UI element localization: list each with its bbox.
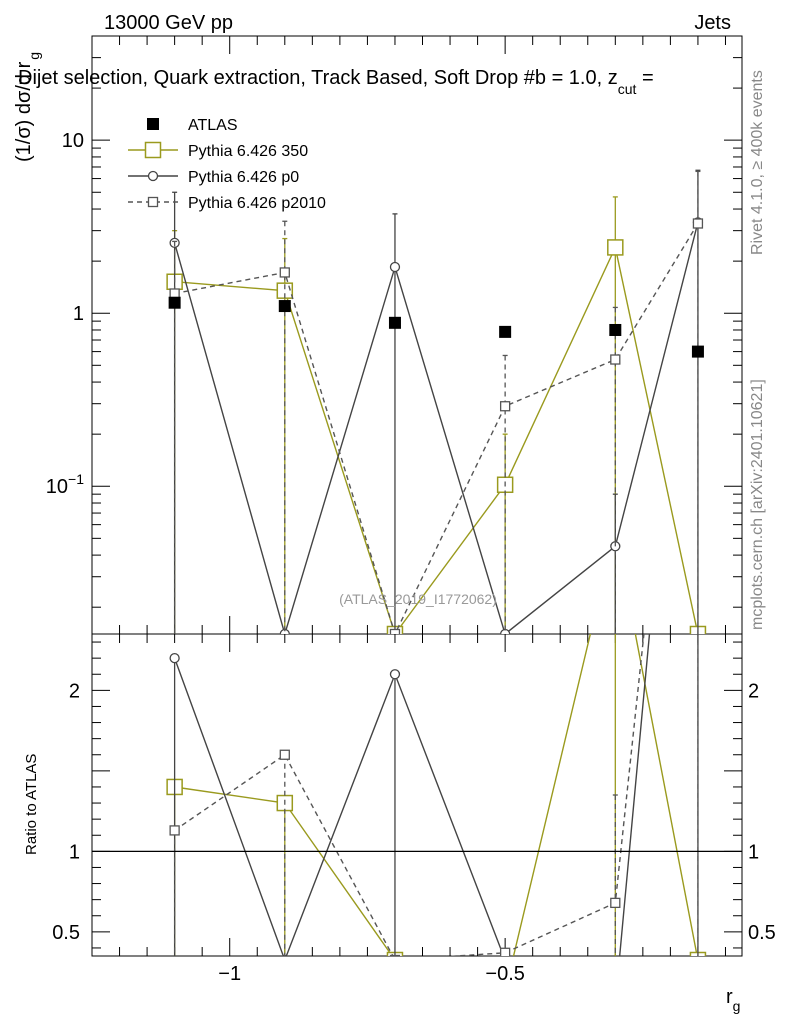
- main-atlas-point: [278, 300, 291, 313]
- ratio-y-axis-title: Ratio to ATLAS: [23, 754, 40, 855]
- ratio-p0-point: [611, 999, 620, 1008]
- x-axis-title-text: r: [726, 986, 733, 1008]
- ratio-p2010-point: [693, 122, 702, 131]
- legend-label-py350: Pythia 6.426 350: [188, 143, 308, 160]
- main-y-tick-label: 10: [62, 130, 84, 152]
- main-y-axis-title: (1/σ) dσ/d rg: [13, 52, 42, 162]
- analysis-watermark: (ATLAS_2019_I1772062): [339, 591, 497, 607]
- plot-title-tail: =: [636, 67, 653, 89]
- main-atlas-point: [388, 316, 401, 329]
- main-y-axis-title-text: (1/σ) dσ/d r: [13, 61, 35, 162]
- x-tick-label: −0.5: [485, 963, 524, 985]
- ratio-axis-ticks: 0.5 0.5 1 1 2 2: [52, 641, 776, 949]
- ratio-y-tick-label-left: 2: [69, 680, 80, 702]
- legend-label-p0: Pythia 6.426 p0: [188, 169, 299, 186]
- header-energy: 13000 GeV pp: [104, 12, 233, 34]
- main-p2010-point: [499, 401, 511, 412]
- legend-marker-atlas: [147, 118, 159, 130]
- ratio-y-tick-label-left: 1: [69, 841, 80, 863]
- x-axis-title: rg: [726, 986, 740, 1014]
- ratio-plot-frame: [91, 633, 743, 957]
- main-atlas-point: [499, 325, 512, 338]
- plot-title: Dijet selection, Quark extraction, Track…: [18, 67, 654, 97]
- ratio-p2010-point: [279, 749, 290, 760]
- main-py350-line: [174, 245, 699, 634]
- plot-title-main: Dijet selection, Quark extraction, Track…: [18, 67, 618, 89]
- main-atlas-point: [168, 296, 181, 309]
- main-atlas-point: [609, 323, 622, 336]
- main-p2010-point: [279, 267, 290, 278]
- ratio-p2010-point: [610, 897, 621, 909]
- main-y-tick-label-base: 10: [62, 130, 84, 152]
- main-y-axis-title-subscript: g: [26, 52, 42, 60]
- main-y-tick-label-base: 1: [73, 303, 84, 325]
- ratio-p0-point: [169, 653, 180, 664]
- main-y-tick-label-base: 10: [46, 476, 68, 498]
- ratio-p0-point: [693, 106, 702, 115]
- ratio-p0-point: [389, 669, 401, 680]
- main-p2010-point: [692, 218, 704, 229]
- x-tick-label: −1: [218, 963, 241, 985]
- x-axis-title-subscript: g: [733, 998, 741, 1014]
- main-p2010-point: [169, 288, 180, 299]
- legend-marker-p2010: [147, 196, 159, 208]
- main-y-tick-label: 1: [73, 303, 84, 325]
- rivet-label: Rivet 4.1.0, ≥ 400k events: [749, 70, 766, 255]
- main-py350-point: [607, 239, 624, 256]
- legend-label-p2010: Pythia 6.426 p2010: [188, 195, 326, 212]
- legend-marker-p0: [147, 170, 159, 182]
- main-p2010-point: [389, 628, 401, 634]
- main-y-tick-label-exponent: −1: [68, 471, 84, 487]
- ratio-p2010-point: [389, 954, 401, 956]
- ratio-p0-line: [173, 634, 651, 956]
- legend: ATLAS Pythia 6.426 350 Pythia 6.426 p0 Pyth…: [128, 117, 326, 212]
- legend-marker-py350: [144, 141, 162, 159]
- header-category: Jets: [694, 12, 731, 34]
- ratio-p0-point: [281, 954, 289, 956]
- main-p2010-point: [610, 354, 621, 365]
- main-y-tick-label: 10−1: [46, 471, 84, 498]
- ratio-series-layer: [166, 106, 707, 1008]
- main-p0-point: [389, 261, 401, 273]
- legend-label-atlas: ATLAS: [188, 117, 238, 134]
- ratio-p2010-point: [499, 947, 511, 956]
- main-p0-line: [173, 222, 699, 634]
- mcplots-label: mcplots.cern.ch [arXiv:2401.10621]: [749, 379, 766, 630]
- ratio-p2010-point: [169, 825, 180, 836]
- plot-title-subscript: cut: [618, 81, 637, 97]
- ratio-y-tick-label-right: 0.5: [748, 922, 776, 944]
- ratio-y-tick-label-right: 2: [748, 680, 759, 702]
- ratio-p2010-line: [174, 634, 645, 956]
- main-atlas-point: [691, 345, 704, 358]
- ratio-y-tick-label-right: 1: [748, 841, 759, 863]
- main-series-layer: [166, 169, 707, 634]
- ratio-py350-point: [498, 984, 513, 999]
- ratio-py350-line: [174, 634, 698, 956]
- ratio-y-tick-label-left: 0.5: [52, 922, 80, 944]
- main-p2010-line: [174, 223, 699, 634]
